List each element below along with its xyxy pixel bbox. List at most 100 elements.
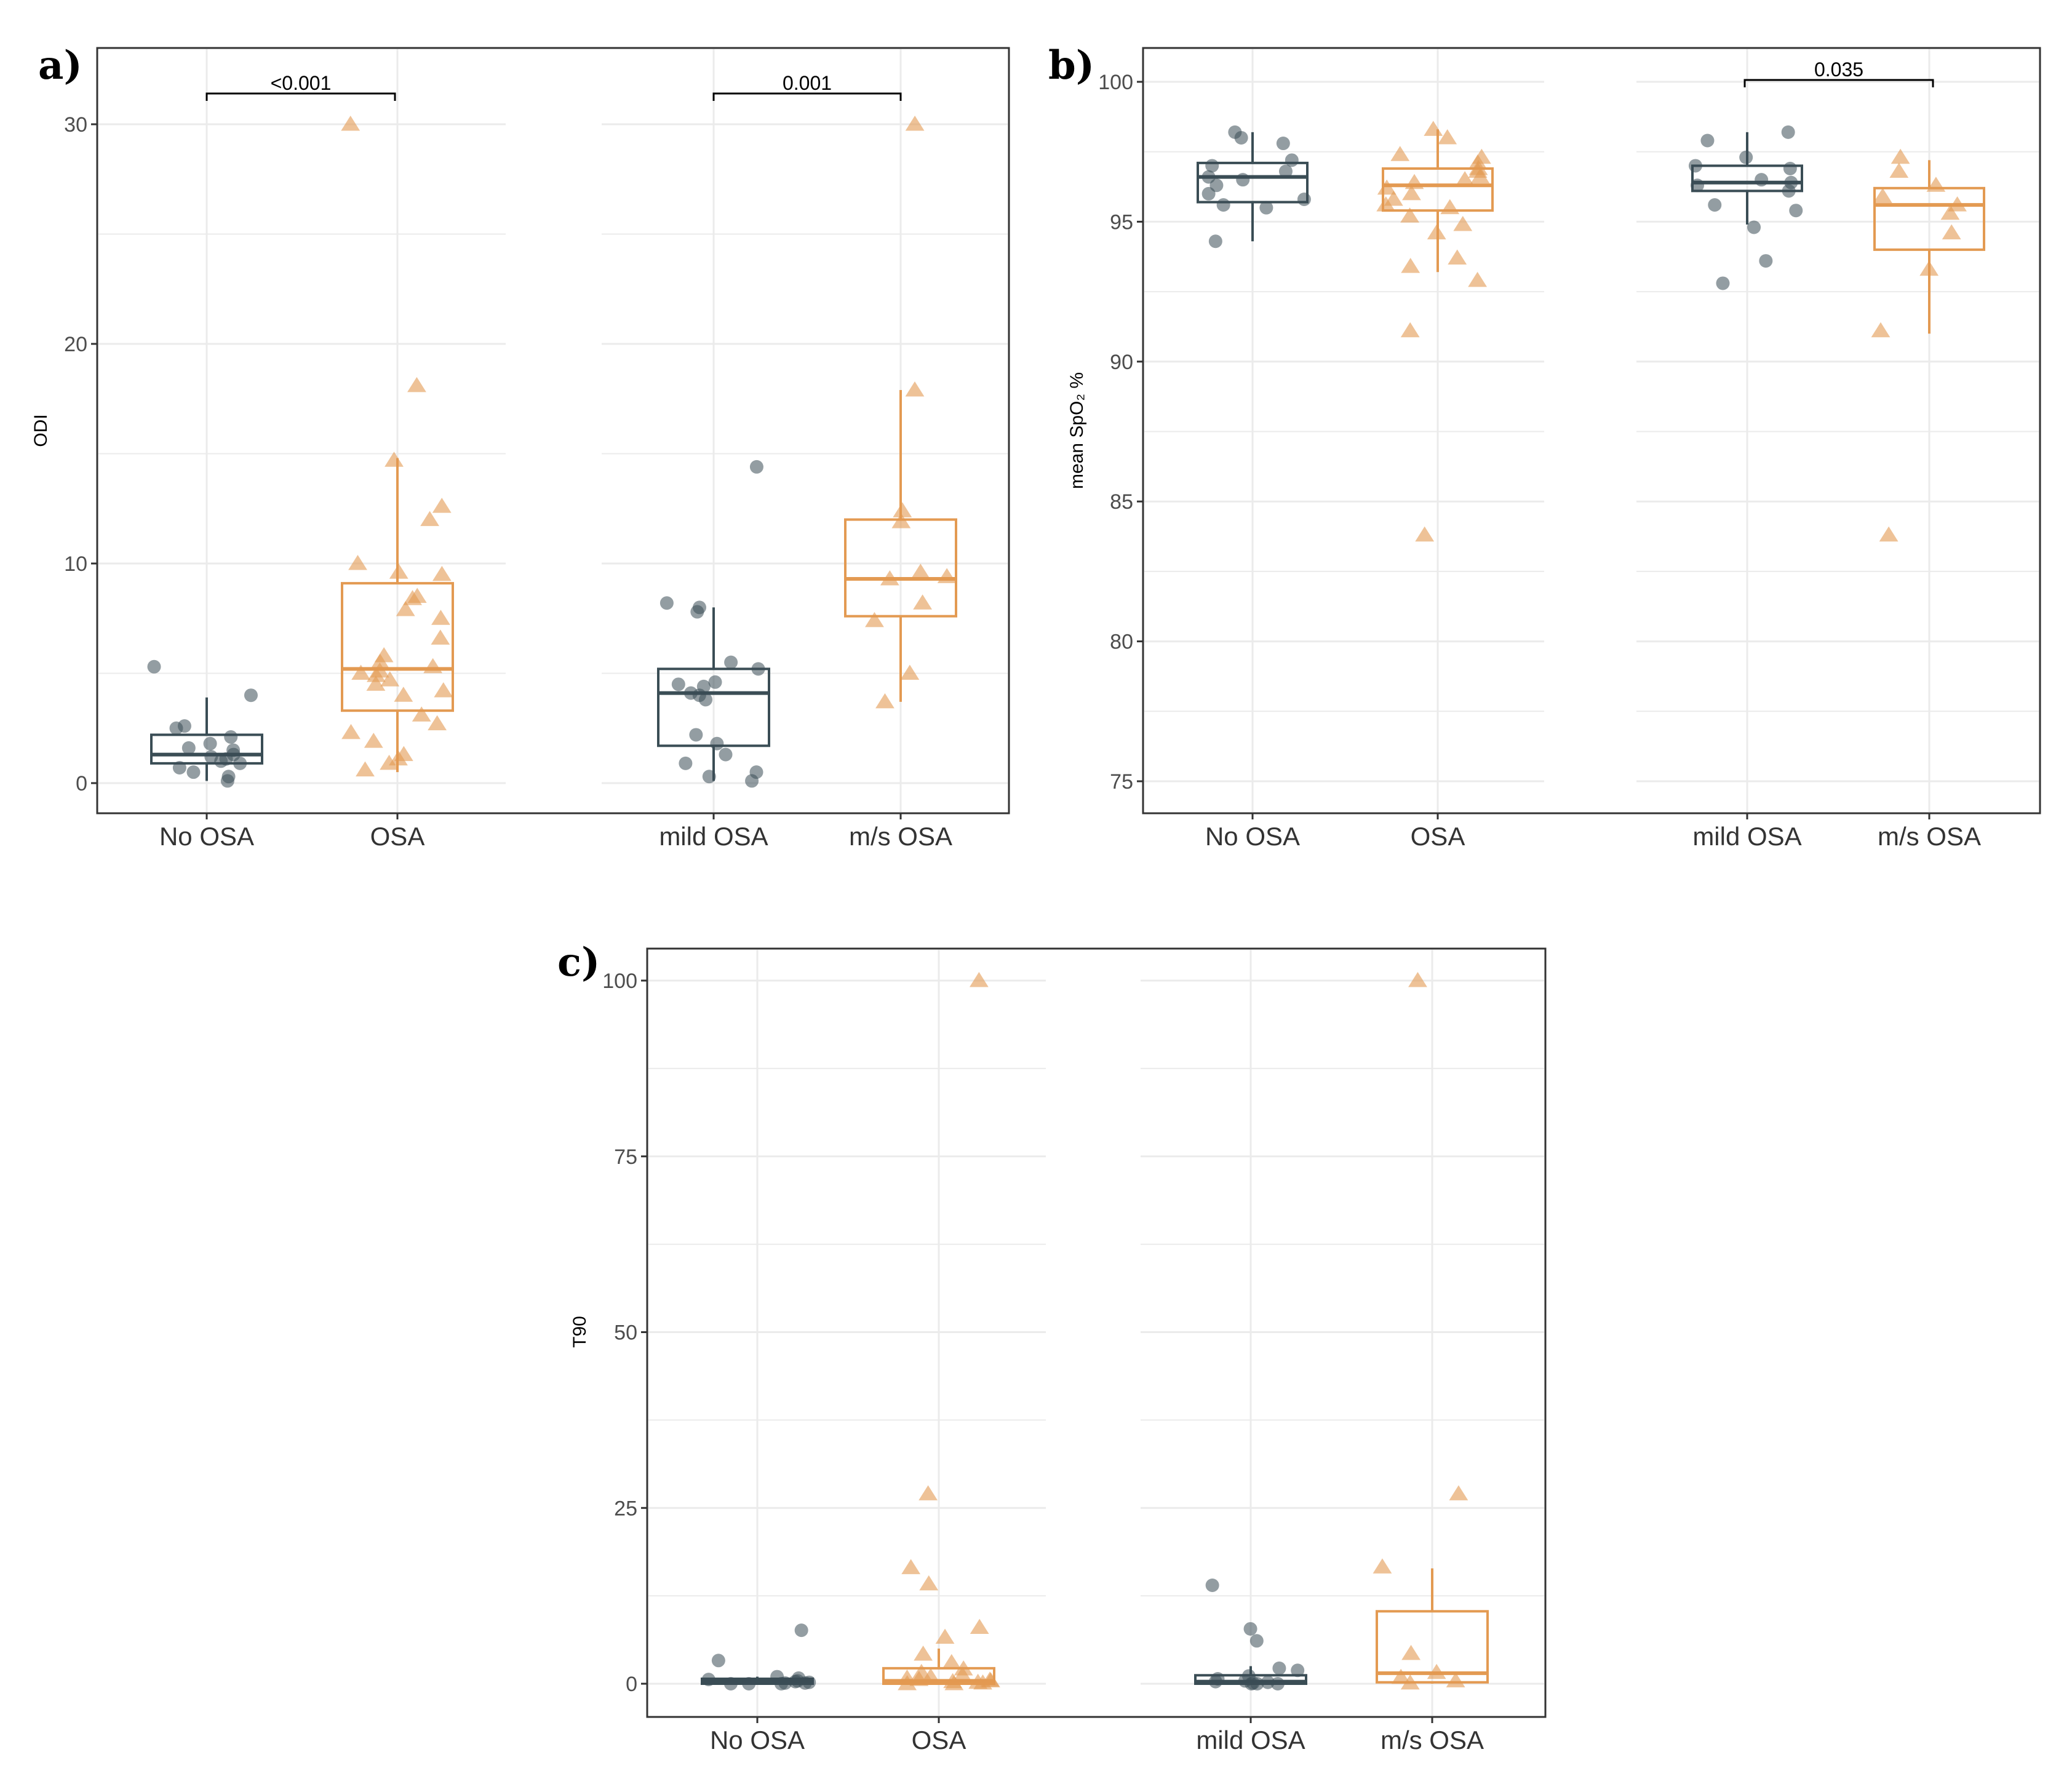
panel-a: 0 10 20 30 No OSA OSA mild OSA m/s OSA a) ODI <0.0… — [31, 42, 1010, 851]
data-point-osa — [1402, 185, 1421, 201]
x-category-no-osa: No OSA — [710, 1726, 805, 1754]
data-point-no-osa — [1249, 1634, 1264, 1648]
data-point-no-osa — [1297, 193, 1311, 207]
box-m-s-osa — [1373, 972, 1489, 1690]
data-point-osa — [389, 563, 408, 579]
data-point-osa — [385, 452, 404, 467]
data-point-no-osa — [719, 747, 733, 762]
data-point-no-osa — [794, 1623, 808, 1638]
data-point-no-osa — [774, 1677, 788, 1690]
data-point-osa — [1446, 1672, 1465, 1687]
significance-bracket: 0.001 — [712, 72, 902, 101]
data-point-osa — [893, 502, 912, 517]
box-iqr — [341, 582, 454, 712]
box-m-s-osa — [844, 116, 957, 709]
data-point-no-osa — [224, 730, 238, 744]
data-point-osa — [1427, 1663, 1446, 1679]
data-point-no-osa — [214, 754, 228, 768]
box-osa — [1376, 121, 1494, 542]
data-point-osa — [380, 671, 400, 687]
data-point-osa — [366, 667, 386, 682]
data-point-osa — [914, 1645, 933, 1661]
data-point-osa — [969, 972, 989, 987]
x-category-no-osa: No OSA — [159, 822, 254, 851]
data-point-osa — [1449, 1485, 1468, 1500]
data-point-osa — [900, 664, 920, 680]
data-point-no-osa — [1259, 201, 1273, 215]
data-point-osa — [1438, 129, 1457, 145]
data-point-no-osa — [203, 736, 217, 751]
panel-label: c) — [557, 939, 600, 986]
data-point-no-osa — [690, 605, 704, 619]
gridlines — [648, 950, 1544, 1716]
data-point-osa — [403, 590, 422, 605]
data-point-osa — [953, 1666, 972, 1682]
data-point-osa — [1879, 526, 1899, 542]
data-point-no-osa — [798, 1676, 812, 1690]
y-tick-label: 75 — [614, 1145, 637, 1169]
y-axis-title: mean SpO₂ % — [1067, 372, 1087, 489]
data-point-no-osa — [181, 741, 196, 755]
data-point-osa — [1408, 972, 1427, 987]
data-point-osa — [431, 629, 450, 645]
x-category-mild-osa: mild OSA — [1692, 822, 1801, 851]
data-point-no-osa — [724, 655, 738, 669]
data-point-osa — [909, 1671, 929, 1686]
data-point-osa — [1400, 322, 1420, 338]
data-point-no-osa — [701, 1673, 715, 1687]
y-tick-label: 100 — [1098, 71, 1133, 94]
p-value-label: 0.001 — [783, 72, 832, 94]
data-point-osa — [1401, 1644, 1421, 1660]
data-point-osa — [1400, 207, 1419, 223]
box-iqr — [882, 1666, 995, 1686]
data-point-no-osa — [1789, 204, 1803, 218]
data-point-osa — [389, 750, 408, 766]
data-point-no-osa — [1276, 137, 1290, 151]
data-point-osa — [1455, 171, 1475, 186]
x-category-mild-osa: mild OSA — [1196, 1726, 1305, 1754]
data-point-no-osa — [1708, 198, 1722, 212]
y-axis-title: T90 — [570, 1316, 590, 1348]
p-value-label: <0.001 — [271, 72, 332, 94]
data-point-osa — [366, 675, 386, 691]
y-tick-label: 0 — [626, 1673, 637, 1696]
plot-background — [97, 48, 1009, 813]
data-point-no-osa — [1700, 133, 1715, 148]
data-point-osa — [348, 555, 367, 570]
data-point-osa — [341, 116, 361, 131]
x-category-no-osa: No OSA — [1205, 822, 1300, 851]
box-osa — [882, 972, 1000, 1690]
data-point-osa — [1470, 168, 1490, 184]
x-category-mild-osa: mild OSA — [659, 822, 768, 851]
data-point-osa — [431, 610, 450, 625]
data-point-no-osa — [723, 1677, 738, 1690]
data-point-osa — [1948, 196, 1967, 212]
y-tick-label: 80 — [1110, 631, 1133, 654]
data-point-osa — [364, 733, 383, 748]
data-point-osa — [905, 381, 925, 397]
p-value-label: 0.035 — [1814, 58, 1863, 81]
data-point-no-osa — [702, 770, 716, 784]
significance-bracket: <0.001 — [205, 72, 396, 101]
data-point-osa — [1405, 173, 1424, 189]
data-point-no-osa — [1691, 178, 1705, 193]
data-point-no-osa — [689, 728, 703, 742]
box-no-osa — [147, 659, 263, 788]
box-no-osa — [1197, 125, 1311, 249]
data-point-no-osa — [1781, 125, 1795, 139]
y-tick-label: 10 — [64, 552, 87, 576]
data-point-no-osa — [671, 677, 685, 691]
data-point-osa — [898, 1675, 917, 1690]
x-category-m-s-osa: m/s OSA — [1381, 1726, 1484, 1754]
data-point-no-osa — [1261, 1675, 1275, 1689]
data-point-osa — [394, 687, 413, 702]
gridlines — [1144, 49, 2039, 812]
data-point-osa — [1940, 204, 1960, 220]
data-point-osa — [420, 511, 439, 527]
plot-frame — [96, 47, 1010, 814]
data-point-osa — [432, 498, 452, 513]
data-point-osa — [1400, 1674, 1420, 1690]
data-point-no-osa — [1270, 1677, 1285, 1690]
data-point-no-osa — [186, 765, 201, 779]
